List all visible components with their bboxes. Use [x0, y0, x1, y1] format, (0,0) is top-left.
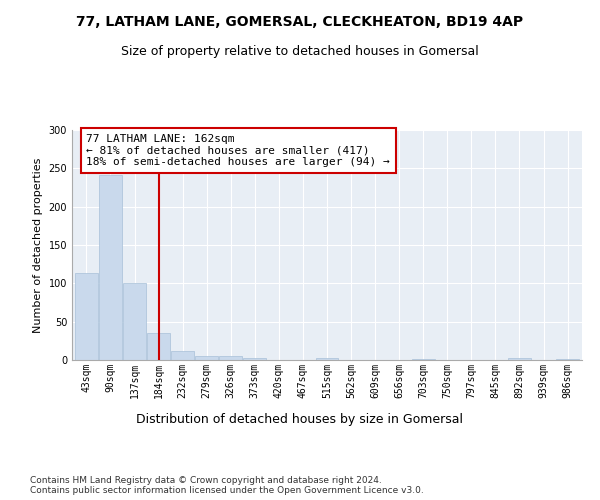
Bar [556, 359, 579, 360]
Text: Distribution of detached houses by size in Gomersal: Distribution of detached houses by size … [137, 412, 464, 426]
Bar [75, 274, 98, 360]
Bar [316, 358, 338, 360]
Bar [171, 351, 194, 360]
Y-axis label: Number of detached properties: Number of detached properties [33, 158, 43, 332]
Bar [147, 333, 170, 360]
Bar [220, 356, 242, 360]
Bar [508, 358, 531, 360]
Bar [244, 358, 266, 360]
Bar [99, 175, 122, 360]
Bar [412, 359, 434, 360]
Bar [123, 284, 146, 360]
Text: 77, LATHAM LANE, GOMERSAL, CLECKHEATON, BD19 4AP: 77, LATHAM LANE, GOMERSAL, CLECKHEATON, … [76, 15, 524, 29]
Text: 77 LATHAM LANE: 162sqm
← 81% of detached houses are smaller (417)
18% of semi-de: 77 LATHAM LANE: 162sqm ← 81% of detached… [86, 134, 390, 167]
Text: Size of property relative to detached houses in Gomersal: Size of property relative to detached ho… [121, 45, 479, 58]
Text: Contains HM Land Registry data © Crown copyright and database right 2024.
Contai: Contains HM Land Registry data © Crown c… [30, 476, 424, 495]
Bar [195, 356, 218, 360]
